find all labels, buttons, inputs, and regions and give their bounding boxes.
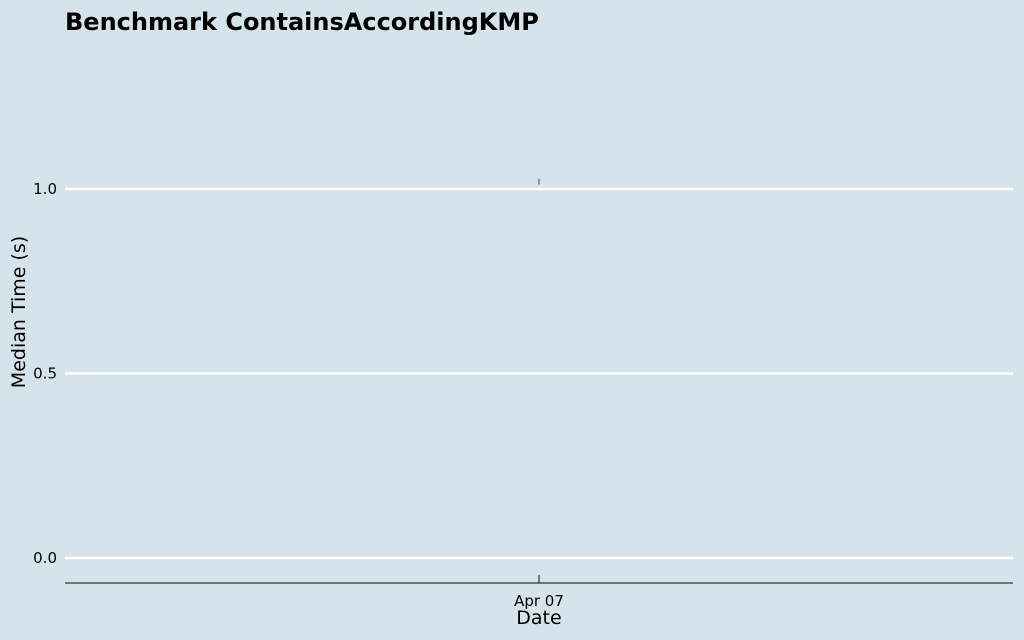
chart-title: Benchmark ContainsAccordingKMP (65, 8, 539, 36)
x-axis-label: Date (516, 607, 561, 629)
x-tick-label: Apr 07 (514, 592, 564, 610)
grid-lines (65, 187, 1013, 560)
y-tick-label: 1.0 (33, 180, 57, 198)
y-tick-label: 0.5 (33, 365, 57, 383)
y-axis-label: Median Time (s) (8, 236, 30, 388)
x-axis-ticks: Apr 07 (514, 575, 564, 610)
y-tick-label: 0.0 (33, 549, 57, 567)
y-axis-ticks: 0.0 0.5 1.0 (33, 180, 57, 567)
